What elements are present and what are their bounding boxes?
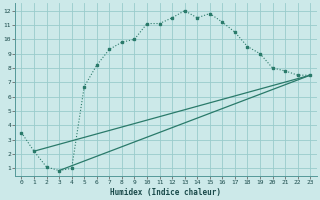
- X-axis label: Humidex (Indice chaleur): Humidex (Indice chaleur): [110, 188, 221, 197]
